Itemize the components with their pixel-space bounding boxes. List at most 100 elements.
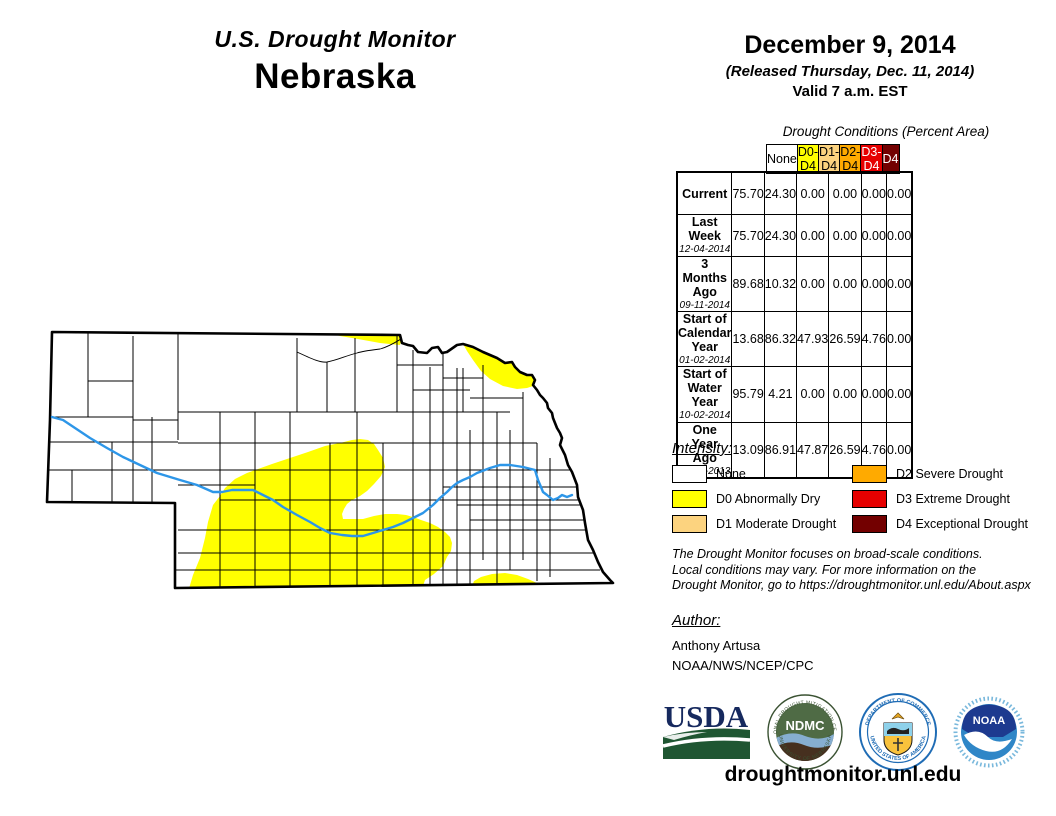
legend-label: None (716, 467, 746, 481)
value-cell: 0.00 (860, 171, 887, 215)
intensity-legend: Intensity: None D0 Abnormally Dry D1 Moder… (672, 440, 1044, 533)
legend-label: D0 Abnormally Dry (716, 492, 821, 506)
platte-river (50, 415, 574, 538)
value-cell: 0.00 (828, 171, 862, 215)
value-cell: 86.91 (763, 421, 798, 479)
value-cell: 0.00 (796, 214, 830, 257)
table-row: 3 Months Ago 09-11-2014 89.68 10.32 0.00 0.00… (676, 255, 913, 313)
value-cell: 24.30 (763, 214, 798, 257)
author-block: Author: Anthony Artusa NOAA/NWS/NCEP/CPC (672, 612, 814, 673)
value-cell: 75.70 (731, 214, 765, 257)
value-cell: 0.00 (828, 214, 862, 257)
date-block: December 9, 2014 (Released Thursday, Dec… (688, 31, 1012, 100)
legend-column-right: D2 Severe Drought D3 Extreme Drought D4 Ex… (852, 465, 1044, 533)
row-label: Last Week 12-04-2014 (676, 214, 733, 257)
value-cell: 0.00 (885, 421, 913, 479)
column-header-d1-d4: D1-D4 (818, 144, 841, 174)
legend-color-chip (672, 465, 707, 483)
logo-row: USDA NDMC NATIONAL DROUGHT MITIGATION CE… (660, 692, 1026, 772)
note-line: Drought Monitor, go to https://droughtmo… (672, 578, 1031, 593)
valid-time: Valid 7 a.m. EST (792, 83, 908, 100)
value-cell: 0.00 (885, 171, 913, 215)
release-date: (Released Thursday, Dec. 11, 2014) (725, 63, 975, 80)
legend-color-chip (672, 515, 707, 533)
value-cell: 0.00 (860, 214, 887, 257)
value-cell: 13.09 (731, 421, 765, 479)
legend-column-left: None D0 Abnormally Dry D1 Moderate Drought (672, 465, 852, 533)
row-label: 3 Months Ago 09-11-2014 (676, 255, 733, 313)
column-header-d4: D4 (881, 144, 900, 174)
noaa-logo-text: NOAA (973, 715, 1005, 727)
county-lines (47, 332, 613, 588)
value-cell: 0.00 (796, 366, 830, 423)
region-title: Nebraska (254, 57, 416, 96)
table-body: Current 75.70 24.30 0.00 0.00 0.00 0.00 Last We… (676, 171, 914, 479)
value-cell: 0.00 (885, 311, 913, 368)
legend-item: D2 Severe Drought (852, 465, 1044, 483)
value-cell: 0.00 (885, 214, 913, 257)
legend-color-chip (672, 490, 707, 508)
usda-logo: USDA (662, 699, 751, 759)
value-cell: 75.70 (731, 171, 765, 215)
table-row: Current 75.70 24.30 0.00 0.00 0.00 0.00 (676, 171, 913, 215)
value-cell: 0.00 (860, 366, 887, 423)
value-cell: 95.79 (731, 366, 765, 423)
author-heading: Author: (672, 612, 721, 629)
legend-item: None (672, 465, 852, 483)
niobrara-river-line (296, 338, 402, 363)
value-cell: 26.59 (828, 311, 862, 368)
legend-label: D3 Extreme Drought (896, 492, 1010, 506)
nebraska-drought-map (45, 330, 615, 590)
column-header-d3-d4: D3-D4 (860, 144, 883, 174)
value-cell: 0.00 (796, 255, 830, 313)
value-cell: 0.00 (885, 255, 913, 313)
value-cell: 0.00 (860, 255, 887, 313)
monitor-title: U.S. Drought Monitor (214, 26, 456, 52)
value-cell: 47.93 (796, 311, 830, 368)
value-cell: 24.30 (763, 171, 798, 215)
value-cell: 0.00 (796, 171, 830, 215)
value-cell: 26.59 (828, 421, 862, 479)
value-cell: 4.76 (860, 311, 887, 368)
value-cell: 13.68 (731, 311, 765, 368)
title-block: U.S. Drought Monitor Nebraska (140, 26, 530, 97)
column-header-d0-d4: D0-D4 (796, 144, 820, 174)
value-cell: 0.00 (885, 366, 913, 423)
note-line: The Drought Monitor focuses on broad-sca… (672, 547, 983, 561)
usda-logo-text: USDA (664, 699, 749, 734)
legend-color-chip (852, 515, 887, 533)
row-label: Start of Calendar Year 01-02-2014 (676, 311, 733, 368)
note-line: Local conditions may vary. For more info… (672, 562, 977, 577)
legend-item: D3 Extreme Drought (852, 490, 1044, 508)
legend-color-chip (852, 490, 887, 508)
row-label: Start of Water Year 10-02-2014 (676, 366, 733, 423)
disclaimer-notes: The Drought Monitor focuses on broad-sca… (672, 547, 1052, 594)
noaa-logo: NOAA (953, 696, 1025, 768)
column-header-none: None (766, 144, 798, 174)
table-caption: Drought Conditions (Percent Area) (782, 124, 990, 139)
value-cell: 0.00 (828, 366, 862, 423)
legend-color-chip (852, 465, 887, 483)
value-cell: 10.32 (763, 255, 798, 313)
value-cell: 86.32 (763, 311, 798, 368)
legend-item: D0 Abnormally Dry (672, 490, 852, 508)
row-label: Current (676, 171, 733, 215)
legend-heading: Intensity: (672, 440, 733, 457)
legend-label: D2 Severe Drought (896, 467, 1004, 481)
value-cell: 47.87 (796, 421, 830, 479)
d0-central-blob (188, 439, 452, 588)
site-url: droughtmonitor.unl.edu (724, 763, 962, 786)
author-org: NOAA/NWS/NCEP/CPC (672, 658, 814, 673)
state-border (45, 330, 615, 590)
d0-northeast-band (463, 344, 535, 389)
legend-label: D4 Exceptional Drought (896, 517, 1029, 531)
ndmc-logo-text: NDMC (786, 718, 826, 733)
column-header-d2-d4: D2-D4 (839, 144, 862, 174)
legend-item: D4 Exceptional Drought (852, 515, 1044, 533)
value-cell: 4.21 (763, 366, 798, 423)
table-row: Start of Calendar Year 01-02-2014 13.68 86.… (676, 311, 913, 368)
value-cell: 89.68 (731, 255, 765, 313)
table-row: Last Week 12-04-2014 75.70 24.30 0.00 0.00 0.0… (676, 214, 913, 257)
table-header: None D0-D4 D1-D4 D2-D4 D3-D4 D4 (766, 144, 900, 174)
